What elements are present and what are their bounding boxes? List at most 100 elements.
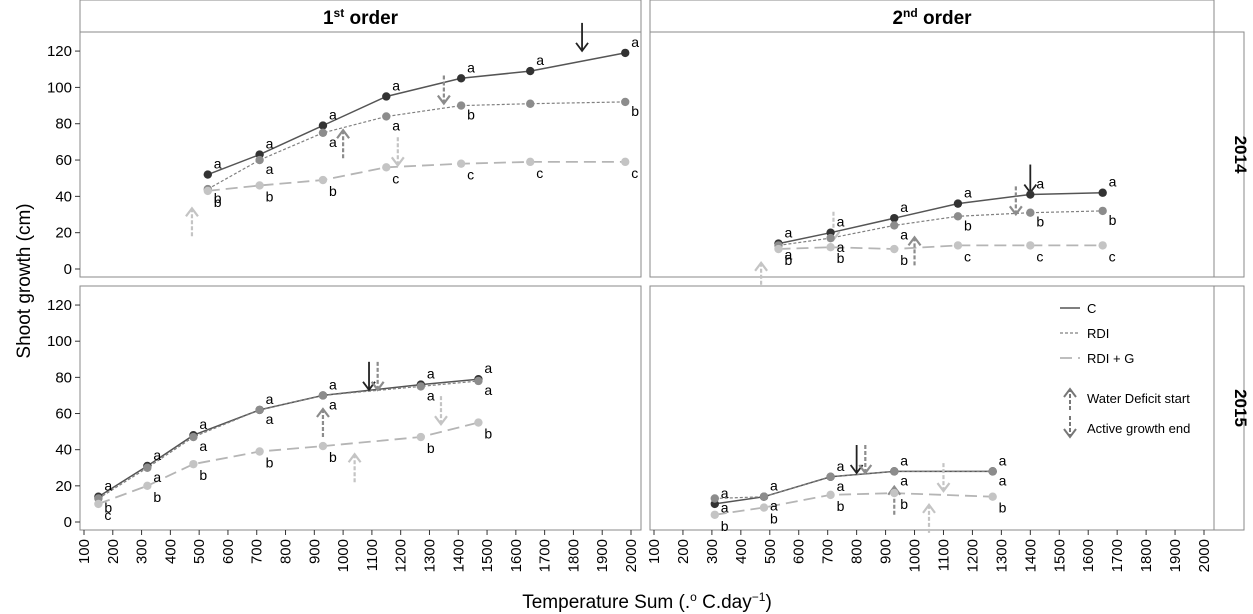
significance-letter: a [770, 478, 778, 494]
significance-letter: a [536, 52, 544, 68]
data-point [890, 221, 899, 230]
data-point [826, 233, 835, 243]
data-point [953, 241, 963, 250]
legend-label: Active growth end [1087, 421, 1190, 436]
data-point [189, 432, 198, 442]
data-point [474, 418, 483, 427]
data-point [203, 186, 212, 196]
data-point [526, 157, 535, 167]
x-tick-label: 700 [820, 539, 837, 564]
significance-letter: b [900, 252, 908, 268]
data-point [456, 159, 466, 168]
y-tick-label: 0 [64, 514, 72, 531]
significance-letter: b [214, 194, 222, 210]
legend-label: RDI + G [1087, 351, 1134, 366]
data-point [1026, 208, 1035, 217]
y-tick-label: 100 [47, 333, 72, 350]
significance-letter: b [770, 511, 778, 527]
y-tick-label: 80 [55, 116, 72, 133]
series-line-rdi [778, 210, 1103, 246]
significance-letter: b [427, 440, 435, 456]
y-tick-label: 60 [55, 152, 72, 169]
x-tick-label: 1500 [1051, 539, 1068, 572]
data-point [456, 74, 466, 83]
significance-letter: a [900, 226, 908, 242]
data-point [382, 163, 391, 172]
series-line-rdig [778, 244, 1103, 250]
significance-letter: a [999, 452, 1007, 468]
y-tick-label: 60 [55, 406, 72, 423]
strip-second-label: 2nd order [892, 6, 972, 29]
significance-letter: b [721, 518, 729, 534]
x-tick-label: 300 [134, 539, 151, 564]
x-tick-label: 1000 [907, 539, 924, 572]
data-point [382, 112, 391, 121]
significance-letter: b [1036, 214, 1044, 230]
significance-letter: a [837, 214, 845, 230]
significance-letter: a [784, 225, 792, 241]
x-tick-label: 1500 [479, 539, 496, 572]
water-deficit-start-arrowhead [347, 452, 362, 463]
active-growth-end-arrowhead [390, 156, 405, 168]
series-line-rdi [714, 470, 993, 500]
significance-letter: a [837, 458, 845, 474]
y-tick-label: 40 [55, 442, 72, 459]
significance-letter: a [837, 478, 845, 494]
significance-letter: a [104, 478, 112, 494]
strip-label-superscript: nd [903, 6, 918, 20]
x-tick-label: 1000 [335, 539, 352, 572]
data-point [456, 101, 466, 110]
water-deficit-start-arrowhead [907, 235, 922, 247]
significance-letter: b [631, 103, 639, 119]
significance-letter: b [467, 107, 475, 123]
significance-letter: b [266, 188, 274, 204]
significance-letter: a [153, 447, 161, 463]
x-axis-title-sup2: −1 [752, 590, 766, 604]
legend-label: C [1087, 301, 1096, 316]
data-point [774, 244, 783, 254]
axis-titles: Shoot growth (cm) Temperature Sum (.o C.d… [14, 203, 772, 613]
significance-letter: a [964, 185, 972, 201]
strip-year-2014-box [1213, 31, 1245, 278]
x-tick-label: 800 [849, 539, 866, 564]
data-point [416, 432, 426, 442]
water-deficit-start-arrowhead [185, 206, 199, 217]
significance-letter: a [214, 156, 222, 172]
significance-letter: a [266, 136, 274, 152]
data-point [255, 447, 264, 456]
data-point [890, 244, 899, 254]
significance-letter: a [784, 246, 792, 262]
data-point [382, 92, 391, 101]
significance-letter: a [770, 498, 778, 514]
x-tick-label: 400 [733, 539, 750, 564]
x-tick-label: 1200 [393, 539, 410, 572]
active-growth-end-arrowhead [1008, 205, 1023, 217]
x-tick-label: 1900 [594, 539, 611, 572]
x-tick-label: 1600 [508, 539, 525, 572]
data-point [203, 170, 212, 179]
x-tick-label: 200 [675, 539, 692, 564]
significance-letter: b [837, 498, 845, 514]
x-tick-label: 2000 [1196, 539, 1213, 572]
significance-letter: a [329, 396, 337, 412]
data-point [526, 66, 535, 76]
x-tick-label: 1200 [964, 539, 981, 572]
significance-letter: a [900, 472, 908, 488]
significance-letter: a [392, 117, 400, 133]
y-tick-label: 100 [47, 79, 72, 96]
x-tick-label: 1400 [450, 539, 467, 572]
x-tick-label: 400 [162, 539, 179, 564]
x-tick-label: 1700 [537, 539, 554, 572]
x-tick-label: 1600 [1080, 539, 1097, 572]
legend-active-end-arrowhead [1063, 428, 1077, 439]
data-point [826, 243, 835, 252]
significance-letter: c [964, 248, 971, 264]
y-tick-label: 120 [47, 43, 72, 60]
significance-letter: a [329, 107, 337, 123]
strip-first-box [79, 0, 642, 33]
x-tick-label: 500 [762, 539, 779, 564]
x-axis-title-sup: o [690, 590, 697, 604]
